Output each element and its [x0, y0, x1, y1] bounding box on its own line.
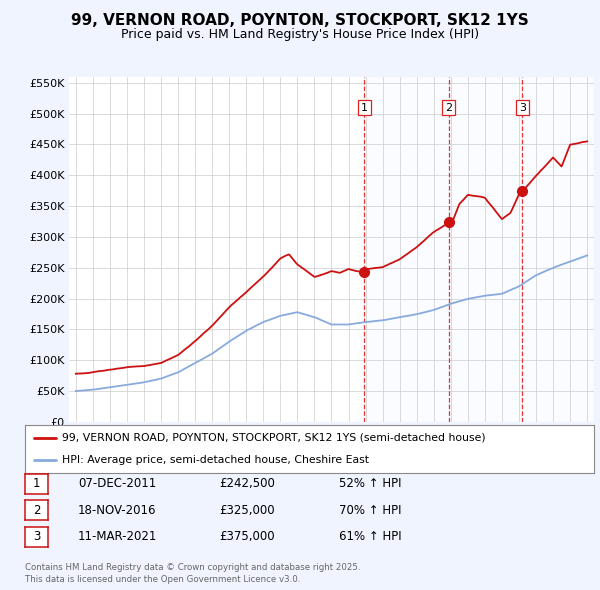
Text: Price paid vs. HM Land Registry's House Price Index (HPI): Price paid vs. HM Land Registry's House …: [121, 28, 479, 41]
Text: £242,500: £242,500: [219, 477, 275, 490]
Text: This data is licensed under the Open Government Licence v3.0.: This data is licensed under the Open Gov…: [25, 575, 301, 584]
Text: HPI: Average price, semi-detached house, Cheshire East: HPI: Average price, semi-detached house,…: [62, 455, 369, 465]
Text: 2: 2: [33, 504, 40, 517]
Text: 3: 3: [33, 530, 40, 543]
Text: 99, VERNON ROAD, POYNTON, STOCKPORT, SK12 1YS (semi-detached house): 99, VERNON ROAD, POYNTON, STOCKPORT, SK1…: [62, 433, 486, 443]
Bar: [364, 77, 449, 422]
Bar: [449, 77, 522, 422]
Text: 70% ↑ HPI: 70% ↑ HPI: [339, 504, 401, 517]
Text: 2: 2: [445, 103, 452, 113]
Text: 1: 1: [361, 103, 368, 113]
Text: £375,000: £375,000: [219, 530, 275, 543]
Text: 99, VERNON ROAD, POYNTON, STOCKPORT, SK12 1YS: 99, VERNON ROAD, POYNTON, STOCKPORT, SK1…: [71, 13, 529, 28]
Text: Contains HM Land Registry data © Crown copyright and database right 2025.: Contains HM Land Registry data © Crown c…: [25, 563, 361, 572]
Text: 11-MAR-2021: 11-MAR-2021: [78, 530, 157, 543]
Text: 1: 1: [33, 477, 40, 490]
Text: £325,000: £325,000: [219, 504, 275, 517]
Bar: [522, 77, 594, 422]
Text: 61% ↑ HPI: 61% ↑ HPI: [339, 530, 401, 543]
Text: 52% ↑ HPI: 52% ↑ HPI: [339, 477, 401, 490]
Text: 18-NOV-2016: 18-NOV-2016: [78, 504, 157, 517]
Text: 07-DEC-2011: 07-DEC-2011: [78, 477, 156, 490]
Text: 3: 3: [519, 103, 526, 113]
